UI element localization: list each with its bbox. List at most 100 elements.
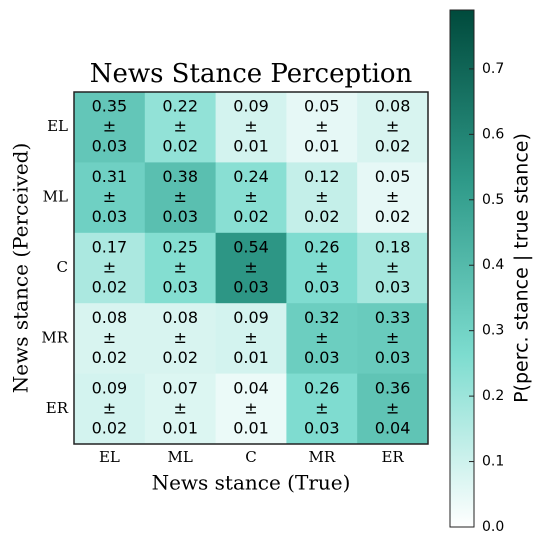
- plot-frame: [73, 91, 429, 445]
- x-tick-label: C: [245, 448, 256, 466]
- cell-label: 0.24: [233, 167, 269, 186]
- heatmap-cell: [144, 303, 217, 375]
- cell-label: ±: [173, 398, 186, 417]
- cell-label: 0.02: [233, 207, 269, 226]
- heatmap-cell: [286, 232, 358, 304]
- colorbar-tick-label: 0.3: [482, 323, 504, 339]
- heatmap-cell: [215, 373, 287, 445]
- y-tick-label: EL: [47, 117, 68, 135]
- cell-label: 0.54: [233, 238, 269, 257]
- cell-label: ±: [244, 187, 257, 206]
- cell-label: 0.35: [92, 97, 128, 116]
- heatmap-cell: [144, 92, 217, 163]
- cell-label: 0.01: [233, 137, 269, 156]
- cell-label: 0.02: [304, 207, 340, 226]
- cell-label: 0.03: [304, 278, 340, 297]
- colorbar-tick-label: 0.5: [482, 192, 504, 208]
- heatmap-cell: [215, 232, 287, 304]
- cell-label: 0.03: [233, 278, 269, 297]
- cell-label: 0.38: [162, 167, 198, 186]
- cell-label: ±: [315, 187, 328, 206]
- cell-label: 0.18: [375, 238, 411, 257]
- cell-label: 0.01: [233, 348, 269, 367]
- cell-label: 0.03: [304, 418, 340, 437]
- cell-label: ±: [244, 328, 257, 347]
- heatmap-cell: [357, 373, 429, 445]
- cell-label: 0.02: [92, 348, 128, 367]
- cell-label: 0.07: [162, 378, 198, 397]
- heatmap-cell: [74, 373, 146, 445]
- y-tick-label: MR: [41, 328, 68, 346]
- cell-label: 0.26: [304, 378, 340, 397]
- cell-label: 0.08: [162, 308, 198, 327]
- cell-label: 0.03: [304, 348, 340, 367]
- cell-label: 0.02: [375, 137, 411, 156]
- cell-label: 0.03: [162, 207, 198, 226]
- heatmap-cell: [74, 162, 146, 234]
- colorbar-tick-label: 0.7: [482, 61, 504, 77]
- cell-label: ±: [386, 398, 399, 417]
- cell-label: ±: [103, 328, 116, 347]
- cell-label: ±: [244, 258, 257, 277]
- y-axis-label: News stance (Perceived): [9, 143, 33, 394]
- colorbar-tick-label: 0.1: [482, 454, 504, 470]
- cell-label: 0.09: [92, 378, 128, 397]
- x-tick-label: ER: [381, 448, 404, 466]
- cell-label: 0.03: [162, 278, 198, 297]
- y-tick-label: ML: [43, 188, 68, 206]
- colorbar-tick-label: 0.2: [482, 388, 504, 404]
- cell-label: 0.04: [375, 418, 411, 437]
- cell-label: 0.22: [162, 97, 198, 116]
- cell-label: 0.36: [375, 378, 411, 397]
- cell-label: ±: [173, 187, 186, 206]
- cell-label: 0.08: [92, 308, 128, 327]
- heatmap-cell: [144, 232, 217, 304]
- cell-label: 0.26: [304, 238, 340, 257]
- cell-label: 0.02: [375, 207, 411, 226]
- cell-label: 0.25: [162, 238, 198, 257]
- cell-label: ±: [173, 117, 186, 136]
- x-tick-label: EL: [99, 448, 120, 466]
- x-tick-label: MR: [308, 448, 335, 466]
- heatmap-cell: [215, 92, 287, 163]
- heatmap-cell: [357, 162, 429, 234]
- cell-label: 0.03: [92, 207, 128, 226]
- cell-label: 0.09: [233, 97, 269, 116]
- heatmap-cell: [144, 373, 217, 445]
- cell-label: ±: [386, 258, 399, 277]
- cell-label: 0.02: [162, 348, 198, 367]
- cell-label: 0.04: [233, 378, 269, 397]
- cell-label: 0.01: [304, 137, 340, 156]
- cell-label: ±: [103, 398, 116, 417]
- y-tick-label: ER: [46, 399, 69, 417]
- cell-label: ±: [103, 187, 116, 206]
- cell-label: 0.33: [375, 308, 411, 327]
- cell-label: ±: [386, 117, 399, 136]
- cell-label: 0.03: [375, 348, 411, 367]
- cell-label: 0.02: [162, 137, 198, 156]
- cell-label: ±: [315, 398, 328, 417]
- cell-label: ±: [173, 258, 186, 277]
- colorbar-tick-label: 0.4: [482, 257, 504, 273]
- cell-label: 0.17: [92, 238, 128, 257]
- cell-label: 0.05: [375, 167, 411, 186]
- cell-label: ±: [386, 328, 399, 347]
- cell-label: ±: [103, 258, 116, 277]
- cell-label: ±: [103, 117, 116, 136]
- cell-label: 0.01: [162, 418, 198, 437]
- x-axis-label: News stance (True): [152, 471, 351, 495]
- colorbar-tick-label: 0.6: [482, 126, 504, 142]
- cell-label: ±: [315, 258, 328, 277]
- cell-label: 0.03: [375, 278, 411, 297]
- heatmap-cell: [357, 303, 429, 375]
- cell-label: ±: [386, 187, 399, 206]
- cell-label: 0.01: [233, 418, 269, 437]
- cell-label: 0.12: [304, 167, 340, 186]
- heatmap-cell: [286, 162, 358, 234]
- cell-label: 0.05: [304, 97, 340, 116]
- heatmap-cell: [357, 92, 429, 163]
- heatmap-cell: [286, 303, 358, 375]
- cell-label: 0.03: [92, 137, 128, 156]
- cell-label: ±: [244, 398, 257, 417]
